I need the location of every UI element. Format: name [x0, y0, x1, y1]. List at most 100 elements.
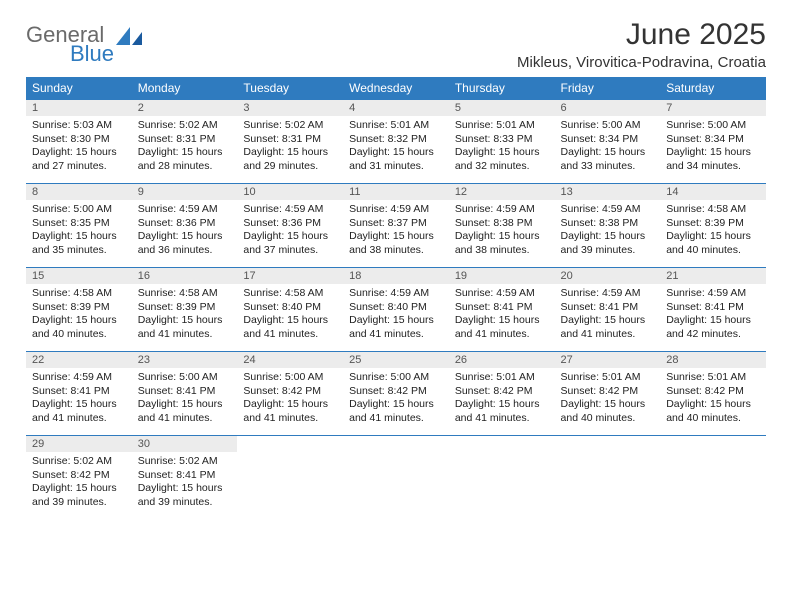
day-number: 20	[555, 268, 661, 284]
day-number: 2	[132, 100, 238, 116]
weekday-header: Wednesday	[343, 77, 449, 100]
day-number: 5	[449, 100, 555, 116]
day-body: Sunrise: 5:00 AMSunset: 8:42 PMDaylight:…	[343, 368, 449, 430]
calendar-cell: 13Sunrise: 4:59 AMSunset: 8:38 PMDayligh…	[555, 184, 661, 268]
day-body: Sunrise: 4:59 AMSunset: 8:41 PMDaylight:…	[660, 284, 766, 346]
weekday-header: Monday	[132, 77, 238, 100]
calendar-cell: 11Sunrise: 4:59 AMSunset: 8:37 PMDayligh…	[343, 184, 449, 268]
day-number: 17	[237, 268, 343, 284]
day-number: 7	[660, 100, 766, 116]
brand-logo: General Blue	[26, 18, 142, 65]
calendar-cell: 18Sunrise: 4:59 AMSunset: 8:40 PMDayligh…	[343, 268, 449, 352]
day-body: Sunrise: 4:59 AMSunset: 8:41 PMDaylight:…	[26, 368, 132, 430]
day-body: Sunrise: 4:58 AMSunset: 8:39 PMDaylight:…	[26, 284, 132, 346]
calendar-cell: 16Sunrise: 4:58 AMSunset: 8:39 PMDayligh…	[132, 268, 238, 352]
calendar-cell: 20Sunrise: 4:59 AMSunset: 8:41 PMDayligh…	[555, 268, 661, 352]
day-number: 8	[26, 184, 132, 200]
day-body: Sunrise: 5:01 AMSunset: 8:33 PMDaylight:…	[449, 116, 555, 178]
calendar-cell: 25Sunrise: 5:00 AMSunset: 8:42 PMDayligh…	[343, 352, 449, 436]
day-number: 30	[132, 436, 238, 452]
day-body: Sunrise: 5:00 AMSunset: 8:42 PMDaylight:…	[237, 368, 343, 430]
day-body: Sunrise: 4:59 AMSunset: 8:36 PMDaylight:…	[132, 200, 238, 262]
day-number: 15	[26, 268, 132, 284]
calendar-cell: 23Sunrise: 5:00 AMSunset: 8:41 PMDayligh…	[132, 352, 238, 436]
calendar-cell: 8Sunrise: 5:00 AMSunset: 8:35 PMDaylight…	[26, 184, 132, 268]
calendar-cell-empty	[660, 436, 766, 520]
day-body: Sunrise: 4:58 AMSunset: 8:39 PMDaylight:…	[132, 284, 238, 346]
day-body: Sunrise: 5:00 AMSunset: 8:41 PMDaylight:…	[132, 368, 238, 430]
day-body: Sunrise: 4:58 AMSunset: 8:40 PMDaylight:…	[237, 284, 343, 346]
calendar-cell: 4Sunrise: 5:01 AMSunset: 8:32 PMDaylight…	[343, 100, 449, 184]
weekday-header: Saturday	[660, 77, 766, 100]
day-body: Sunrise: 4:59 AMSunset: 8:37 PMDaylight:…	[343, 200, 449, 262]
day-number: 10	[237, 184, 343, 200]
calendar-cell: 12Sunrise: 4:59 AMSunset: 8:38 PMDayligh…	[449, 184, 555, 268]
calendar-cell: 3Sunrise: 5:02 AMSunset: 8:31 PMDaylight…	[237, 100, 343, 184]
calendar-cell: 17Sunrise: 4:58 AMSunset: 8:40 PMDayligh…	[237, 268, 343, 352]
day-body: Sunrise: 4:59 AMSunset: 8:38 PMDaylight:…	[449, 200, 555, 262]
day-number: 22	[26, 352, 132, 368]
calendar-row: 1Sunrise: 5:03 AMSunset: 8:30 PMDaylight…	[26, 100, 766, 184]
calendar-cell: 5Sunrise: 5:01 AMSunset: 8:33 PMDaylight…	[449, 100, 555, 184]
day-body: Sunrise: 5:02 AMSunset: 8:31 PMDaylight:…	[132, 116, 238, 178]
day-body: Sunrise: 4:59 AMSunset: 8:41 PMDaylight:…	[449, 284, 555, 346]
calendar-cell: 7Sunrise: 5:00 AMSunset: 8:34 PMDaylight…	[660, 100, 766, 184]
calendar-cell: 9Sunrise: 4:59 AMSunset: 8:36 PMDaylight…	[132, 184, 238, 268]
calendar-cell: 29Sunrise: 5:02 AMSunset: 8:42 PMDayligh…	[26, 436, 132, 520]
day-number: 11	[343, 184, 449, 200]
calendar-cell-empty	[343, 436, 449, 520]
calendar-table: SundayMondayTuesdayWednesdayThursdayFrid…	[26, 77, 766, 520]
day-number: 4	[343, 100, 449, 116]
day-number: 23	[132, 352, 238, 368]
sail-icon	[116, 27, 142, 45]
day-number: 3	[237, 100, 343, 116]
calendar-cell: 30Sunrise: 5:02 AMSunset: 8:41 PMDayligh…	[132, 436, 238, 520]
weekday-header: Friday	[555, 77, 661, 100]
day-body: Sunrise: 4:59 AMSunset: 8:40 PMDaylight:…	[343, 284, 449, 346]
header: General Blue June 2025 Mikleus, Viroviti…	[26, 18, 766, 71]
day-number: 9	[132, 184, 238, 200]
day-number: 29	[26, 436, 132, 452]
day-body: Sunrise: 5:01 AMSunset: 8:42 PMDaylight:…	[660, 368, 766, 430]
day-number: 12	[449, 184, 555, 200]
day-number: 19	[449, 268, 555, 284]
calendar-header-row: SundayMondayTuesdayWednesdayThursdayFrid…	[26, 77, 766, 100]
day-body: Sunrise: 5:01 AMSunset: 8:42 PMDaylight:…	[449, 368, 555, 430]
calendar-cell: 2Sunrise: 5:02 AMSunset: 8:31 PMDaylight…	[132, 100, 238, 184]
weekday-header: Sunday	[26, 77, 132, 100]
day-number: 1	[26, 100, 132, 116]
calendar-cell-empty	[555, 436, 661, 520]
calendar-cell: 27Sunrise: 5:01 AMSunset: 8:42 PMDayligh…	[555, 352, 661, 436]
day-number: 18	[343, 268, 449, 284]
day-body: Sunrise: 5:00 AMSunset: 8:34 PMDaylight:…	[555, 116, 661, 178]
weekday-header: Thursday	[449, 77, 555, 100]
calendar-cell: 26Sunrise: 5:01 AMSunset: 8:42 PMDayligh…	[449, 352, 555, 436]
calendar-cell: 19Sunrise: 4:59 AMSunset: 8:41 PMDayligh…	[449, 268, 555, 352]
day-body: Sunrise: 5:02 AMSunset: 8:42 PMDaylight:…	[26, 452, 132, 514]
day-number: 6	[555, 100, 661, 116]
day-number: 27	[555, 352, 661, 368]
month-title: June 2025	[517, 18, 766, 52]
day-number: 21	[660, 268, 766, 284]
day-number: 24	[237, 352, 343, 368]
calendar-row: 29Sunrise: 5:02 AMSunset: 8:42 PMDayligh…	[26, 436, 766, 520]
calendar-cell: 15Sunrise: 4:58 AMSunset: 8:39 PMDayligh…	[26, 268, 132, 352]
calendar-body: 1Sunrise: 5:03 AMSunset: 8:30 PMDaylight…	[26, 100, 766, 520]
weekday-header: Tuesday	[237, 77, 343, 100]
day-number: 16	[132, 268, 238, 284]
day-number: 13	[555, 184, 661, 200]
day-number: 14	[660, 184, 766, 200]
calendar-row: 22Sunrise: 4:59 AMSunset: 8:41 PMDayligh…	[26, 352, 766, 436]
calendar-cell-empty	[449, 436, 555, 520]
calendar-row: 15Sunrise: 4:58 AMSunset: 8:39 PMDayligh…	[26, 268, 766, 352]
brand-blue: Blue	[70, 43, 114, 65]
day-number: 28	[660, 352, 766, 368]
day-body: Sunrise: 5:00 AMSunset: 8:35 PMDaylight:…	[26, 200, 132, 262]
day-body: Sunrise: 4:58 AMSunset: 8:39 PMDaylight:…	[660, 200, 766, 262]
calendar-cell: 6Sunrise: 5:00 AMSunset: 8:34 PMDaylight…	[555, 100, 661, 184]
calendar-cell: 10Sunrise: 4:59 AMSunset: 8:36 PMDayligh…	[237, 184, 343, 268]
calendar-cell: 28Sunrise: 5:01 AMSunset: 8:42 PMDayligh…	[660, 352, 766, 436]
calendar-cell-empty	[237, 436, 343, 520]
location-text: Mikleus, Virovitica-Podravina, Croatia	[517, 54, 766, 71]
day-body: Sunrise: 5:01 AMSunset: 8:32 PMDaylight:…	[343, 116, 449, 178]
